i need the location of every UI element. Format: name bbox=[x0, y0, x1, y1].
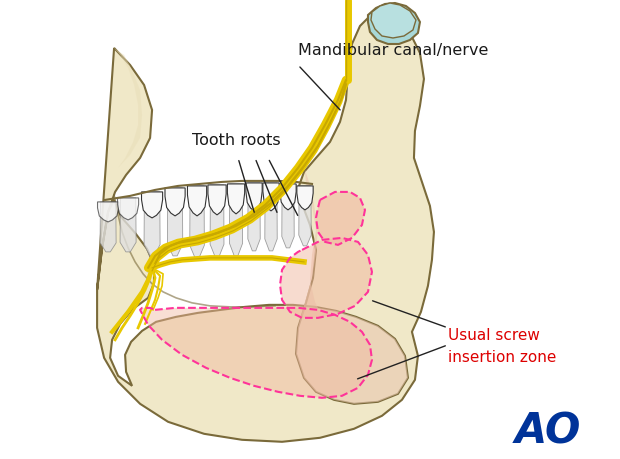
Polygon shape bbox=[265, 183, 277, 251]
Polygon shape bbox=[282, 184, 294, 248]
Polygon shape bbox=[141, 192, 162, 218]
Polygon shape bbox=[190, 186, 205, 258]
Text: Mandibular canal/nerve: Mandibular canal/nerve bbox=[298, 43, 489, 58]
Polygon shape bbox=[368, 3, 420, 44]
Polygon shape bbox=[280, 238, 372, 318]
Text: AO: AO bbox=[515, 411, 581, 453]
Polygon shape bbox=[140, 308, 372, 398]
Polygon shape bbox=[208, 185, 226, 215]
Polygon shape bbox=[246, 183, 262, 211]
Text: Usual screw
insertion zone: Usual screw insertion zone bbox=[448, 328, 556, 365]
Polygon shape bbox=[280, 184, 296, 210]
Polygon shape bbox=[229, 184, 242, 256]
Polygon shape bbox=[144, 192, 160, 256]
Polygon shape bbox=[248, 183, 260, 251]
Polygon shape bbox=[97, 14, 434, 442]
Polygon shape bbox=[316, 192, 365, 245]
Polygon shape bbox=[228, 184, 245, 214]
Polygon shape bbox=[263, 183, 279, 211]
Polygon shape bbox=[297, 186, 313, 210]
Polygon shape bbox=[118, 198, 139, 220]
Polygon shape bbox=[210, 185, 224, 257]
Polygon shape bbox=[299, 186, 311, 246]
Polygon shape bbox=[296, 170, 408, 404]
Polygon shape bbox=[371, 3, 416, 38]
Polygon shape bbox=[114, 48, 142, 168]
Polygon shape bbox=[120, 198, 136, 252]
Polygon shape bbox=[165, 188, 185, 216]
Polygon shape bbox=[100, 202, 116, 252]
Polygon shape bbox=[97, 202, 118, 222]
Text: Tooth roots: Tooth roots bbox=[192, 133, 281, 148]
Polygon shape bbox=[167, 188, 183, 256]
Polygon shape bbox=[187, 186, 206, 216]
